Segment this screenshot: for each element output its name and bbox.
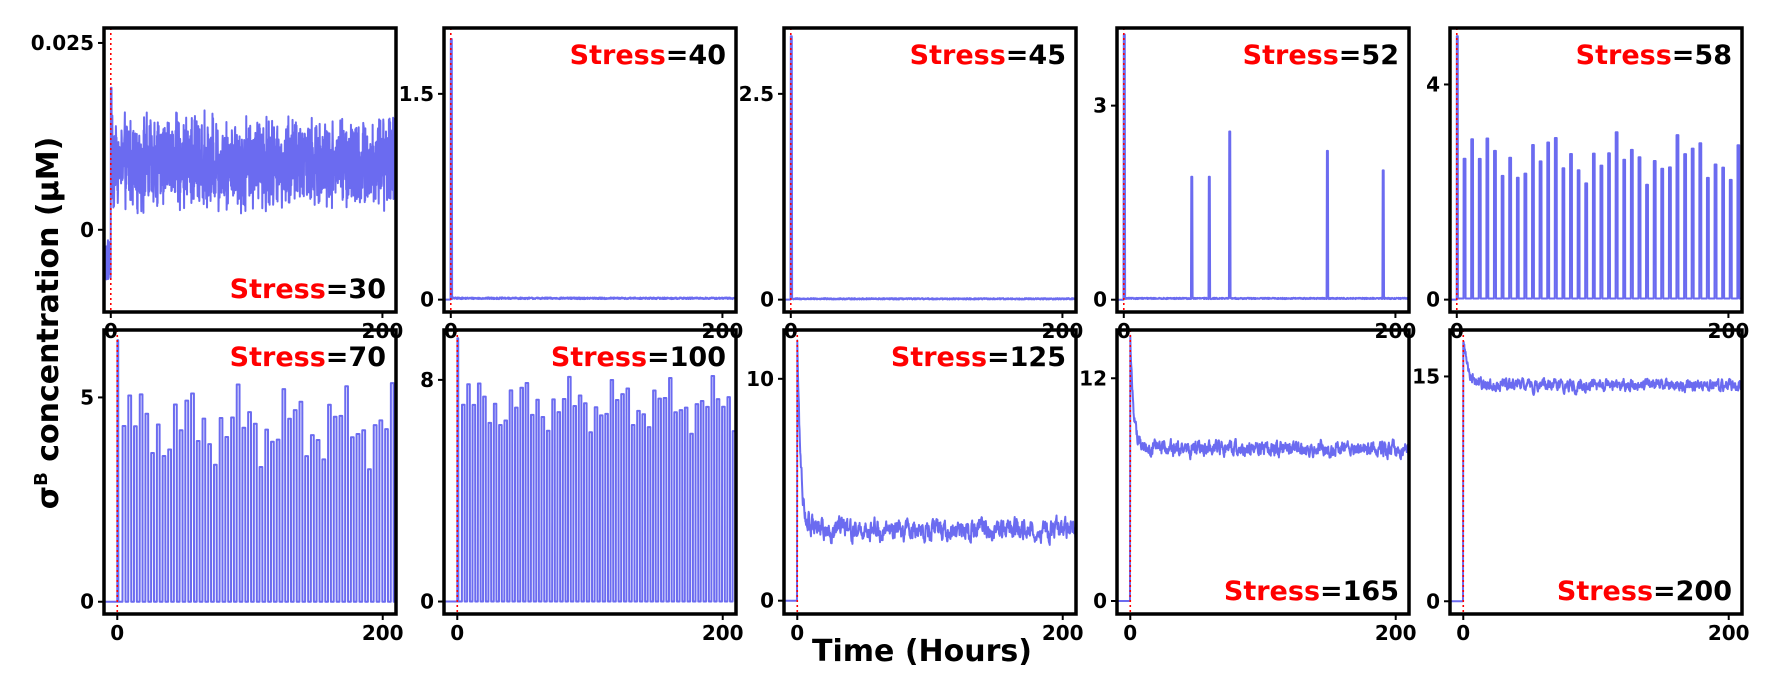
y-tick-label: 2.5 xyxy=(739,82,774,106)
trace-line xyxy=(444,337,736,603)
stress-word: Stress xyxy=(551,342,647,373)
stress-word: Stress xyxy=(230,342,326,373)
stress-word: Stress xyxy=(230,274,326,305)
y-tick-label: 0 xyxy=(760,288,774,312)
panel-frame xyxy=(442,328,738,616)
stress-value: =165 xyxy=(1320,576,1399,607)
y-tick-label: 0 xyxy=(420,288,434,312)
y-tick-label: 0 xyxy=(1426,589,1440,613)
y-axis-title-sigma: σ xyxy=(31,486,66,509)
trace-line xyxy=(1450,35,1742,301)
y-tick-label: 0 xyxy=(1093,589,1107,613)
y-tick-label: 0.025 xyxy=(31,31,94,55)
panel-stress-165: 0 12 0 200 Stress=165 xyxy=(1079,328,1417,645)
y-tick-label: 0 xyxy=(80,218,94,242)
stress-value: =200 xyxy=(1653,576,1732,607)
y-tick-label: 1.5 xyxy=(399,82,434,106)
y-axis-title-rest: concentration (μM) xyxy=(31,137,66,472)
stress-label: Stress=40 xyxy=(570,40,726,71)
stress-word: Stress xyxy=(1576,40,1672,71)
y-tick-label: 0 xyxy=(1426,288,1440,312)
stress-label: Stress=70 xyxy=(230,342,386,373)
stress-label: Stress=30 xyxy=(230,274,386,305)
stress-word: Stress xyxy=(1224,576,1320,607)
panel-frame xyxy=(782,328,1078,616)
trace-line xyxy=(784,339,1076,602)
stress-value: =100 xyxy=(647,342,726,373)
trace-line xyxy=(104,339,396,603)
trace-line xyxy=(1117,33,1409,301)
x-tick-label: 200 xyxy=(1708,621,1750,645)
y-tick-label: 8 xyxy=(420,368,434,392)
panel-stress-200: 0 15 0 200 Stress=200 xyxy=(1412,328,1750,645)
stress-word: Stress xyxy=(1243,40,1339,71)
x-tick-label: 0 xyxy=(790,621,804,645)
y-tick-label: 3 xyxy=(1093,94,1107,118)
stress-value: =30 xyxy=(326,274,386,305)
stress-value: =45 xyxy=(1006,40,1066,71)
panel-stress-100: 0 8 0 200 Stress=100 xyxy=(420,328,744,645)
y-tick-label: 0 xyxy=(760,589,774,613)
trace-line xyxy=(1450,340,1742,603)
x-tick-label: 200 xyxy=(702,621,744,645)
stress-value: =125 xyxy=(987,342,1066,373)
x-tick-label: 0 xyxy=(1123,621,1137,645)
y-tick-label: 10 xyxy=(746,367,774,391)
panel-frame xyxy=(1115,328,1411,616)
x-tick-label: 200 xyxy=(1042,621,1084,645)
stress-value: =40 xyxy=(666,40,726,71)
panel-frame xyxy=(1115,26,1411,314)
x-tick-label: 200 xyxy=(362,621,404,645)
stress-label: Stress=165 xyxy=(1224,576,1399,607)
stress-word: Stress xyxy=(1557,576,1653,607)
y-tick-label: 4 xyxy=(1426,72,1440,96)
panel-stress-70: 0 5 0 200 Stress=70 xyxy=(80,328,404,645)
stress-label: Stress=125 xyxy=(891,342,1066,373)
y-tick-label: 0 xyxy=(1093,288,1107,312)
y-tick-label: 15 xyxy=(1412,364,1440,388)
stress-label: Stress=58 xyxy=(1576,40,1732,71)
x-axis-title: Time (Hours) xyxy=(812,634,1032,669)
panel-frame xyxy=(442,26,738,314)
x-tick-label: 0 xyxy=(110,621,124,645)
panel-frame xyxy=(1448,26,1744,314)
trace-line xyxy=(104,86,396,281)
y-axis-title: σB concentration (μM) xyxy=(31,137,66,510)
y-tick-label: 5 xyxy=(80,385,94,409)
x-tick-label: 0 xyxy=(1456,621,1470,645)
y-tick-label: 0 xyxy=(80,590,94,614)
y-tick-label: 0 xyxy=(420,590,434,614)
y-tick-label: 12 xyxy=(1079,366,1107,390)
trace-line xyxy=(444,37,736,301)
stress-label: Stress=200 xyxy=(1557,576,1732,607)
trace-line xyxy=(1117,334,1409,603)
stress-label: Stress=100 xyxy=(551,342,726,373)
stress-word: Stress xyxy=(570,40,666,71)
y-axis-title-superscript: B xyxy=(31,472,52,486)
panel-frame xyxy=(782,26,1078,314)
stress-label: Stress=52 xyxy=(1243,40,1399,71)
stress-value: =58 xyxy=(1672,40,1732,71)
panel-frame xyxy=(102,328,398,616)
stress-word: Stress xyxy=(910,40,1006,71)
trace-line xyxy=(784,35,1076,301)
panel-frame xyxy=(1448,328,1744,616)
panel-frame xyxy=(102,26,398,314)
stress-value: =52 xyxy=(1339,40,1399,71)
x-tick-label: 0 xyxy=(450,621,464,645)
x-tick-label: 200 xyxy=(1375,621,1417,645)
stress-word: Stress xyxy=(891,342,987,373)
stress-value: =70 xyxy=(326,342,386,373)
stress-label: Stress=45 xyxy=(910,40,1066,71)
